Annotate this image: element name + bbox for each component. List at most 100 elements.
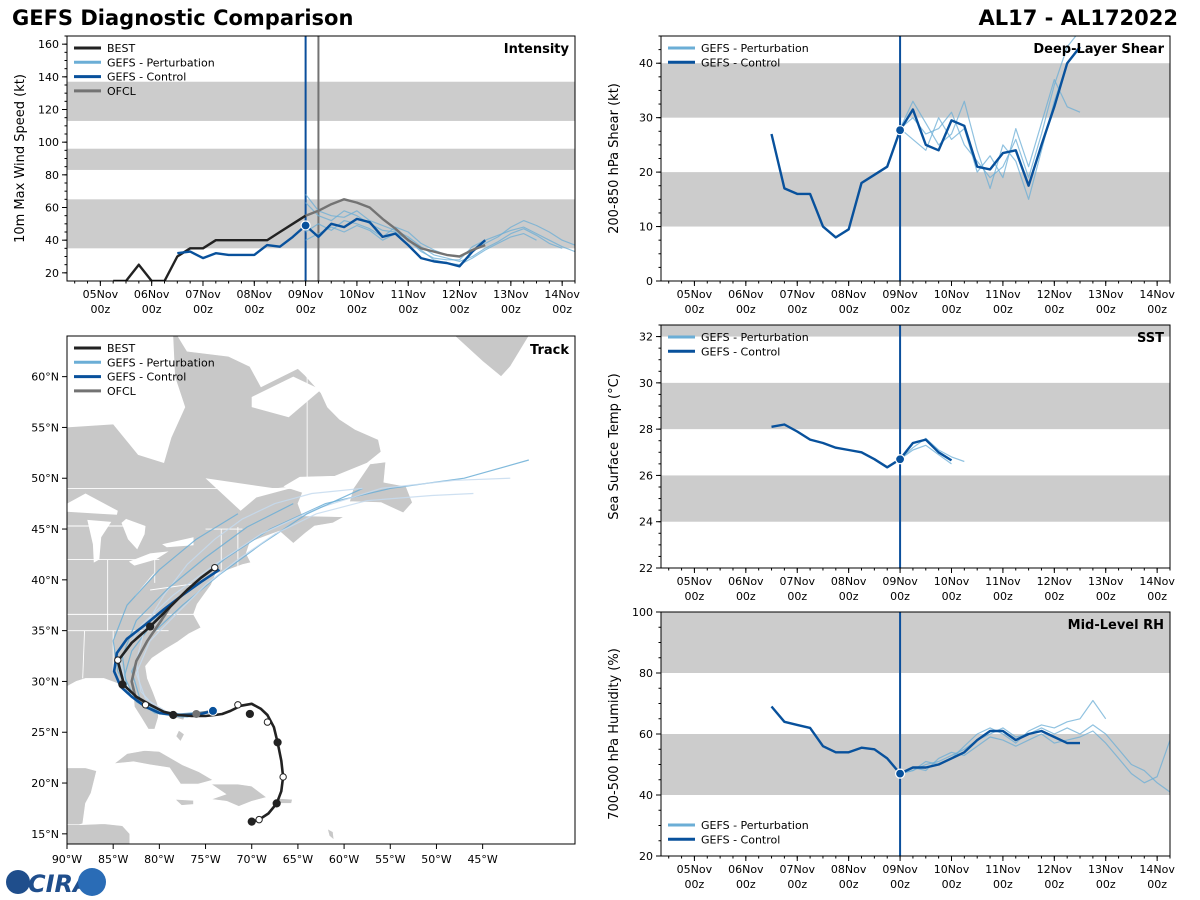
sst-xtick-sublabel: 00z	[736, 590, 756, 603]
shear-xtick-label: 09Nov	[882, 288, 918, 301]
shear-xtick-sublabel: 00z	[787, 303, 807, 316]
shear-band-1	[661, 63, 1170, 118]
intensity-legend-control: GEFS - Control	[107, 71, 186, 84]
rh-legend-control: GEFS - Control	[701, 833, 780, 846]
land-bahamas-2	[175, 729, 185, 742]
rh-xtick-sublabel: 00z	[942, 878, 962, 891]
sst-band-1	[661, 382, 1170, 430]
rh-xtick-label: 07Nov	[780, 863, 816, 876]
intensity-xtick-label: 11Nov	[390, 288, 426, 301]
shear-xtick-sublabel: 00z	[1096, 303, 1116, 316]
rh-xtick-sublabel: 00z	[787, 878, 807, 891]
sst-series-control-2	[771, 423, 953, 469]
track-best-marker	[255, 815, 263, 824]
rh-title: Mid-Level RH	[1068, 618, 1164, 633]
intensity-xtick-label: 05Nov	[83, 288, 119, 301]
track-legend-pert: GEFS - Perturbation	[107, 356, 215, 369]
shear-ytick-label: 40	[639, 57, 653, 70]
intensity-legend-best: BEST	[107, 42, 135, 55]
intensity-ytick-label: 40	[45, 234, 59, 247]
track-xtick-label: 75°W	[190, 853, 220, 866]
intensity-ytick-label: 120	[38, 104, 59, 117]
shear-xtick-label: 05Nov	[677, 288, 713, 301]
rh-band-1	[661, 612, 1170, 673]
land-central-america	[67, 823, 131, 844]
intensity-band-1	[67, 148, 575, 170]
shear-init-marker	[894, 125, 906, 136]
shear-band-0	[661, 172, 1170, 227]
intensity-ytick-label: 20	[45, 267, 59, 280]
cira-globe-icon	[6, 870, 30, 894]
intensity-series-ofcl-6	[305, 198, 486, 258]
track-xtick-label: 65°W	[283, 853, 313, 866]
shear-legend-control: GEFS - Control	[701, 56, 780, 69]
intensity-series-pert-2	[305, 194, 563, 262]
map-border	[82, 630, 85, 679]
shear-legend-pert: GEFS - Perturbation	[701, 42, 809, 55]
storm-id: AL17 - AL172022	[978, 6, 1179, 30]
sst-legend-pert: GEFS - Perturbation	[701, 331, 809, 344]
land-hispaniola	[210, 783, 268, 807]
land-greenland	[454, 336, 530, 378]
rh-ylabel: 700-500 hPa Humidity (%)	[607, 648, 622, 820]
intensity-legend-pert: GEFS - Perturbation	[107, 56, 215, 69]
sst-xtick-sublabel: 00z	[685, 590, 705, 603]
sst-series-group	[771, 423, 965, 469]
intensity-xtick-label: 08Nov	[237, 288, 273, 301]
track-ytick-label: 30°N	[31, 675, 59, 688]
rh-band-0	[661, 734, 1170, 795]
intensity-xtick-label: 12Nov	[442, 288, 478, 301]
intensity-panel: 20 40 60 80 100 120 140 160 05Nov 00z 06Nov 00z 07No…	[13, 35, 580, 316]
intensity-xtick-label: 07Nov	[185, 288, 221, 301]
intensity-ytick-label: 60	[45, 202, 59, 215]
shear-xtick-sublabel: 00z	[1147, 303, 1167, 316]
rh-ytick-label: 20	[639, 850, 653, 863]
sst-xtick-label: 06Nov	[728, 575, 764, 588]
shear-xtick-sublabel: 00z	[942, 303, 962, 316]
shear-panel: 0 10 20 30 40 05Nov 00z 06Nov 00z 07Nov 00z 08Nov 00…	[607, 35, 1175, 316]
shear-xtick-sublabel: 00z	[736, 303, 756, 316]
sst-xtick-label: 14Nov	[1139, 575, 1175, 588]
rh-xtick-sublabel: 00z	[993, 878, 1013, 891]
rh-xtick-sublabel: 00z	[1147, 878, 1167, 891]
rh-series-group	[770, 699, 1170, 793]
track-panel: 90°W 85°W 80°W 75°W 70°W 65°W 60°W 55°W 50°W 45°W…	[31, 335, 576, 866]
lake-ontario	[162, 537, 194, 548]
sst-xtick-label: 12Nov	[1037, 575, 1073, 588]
track-legend-best: BEST	[107, 342, 135, 355]
intensity-xtick-sublabel: 00z	[193, 303, 213, 316]
shear-xtick-label: 06Nov	[728, 288, 764, 301]
track-xtick-label: 55°W	[375, 853, 405, 866]
shear-xtick-sublabel: 00z	[890, 303, 910, 316]
lake-erie	[128, 551, 169, 566]
track-perturbation-5	[135, 492, 474, 717]
sst-ytick-label: 28	[639, 423, 653, 436]
shear-xtick-label: 08Nov	[831, 288, 867, 301]
rh-xtick-sublabel: 00z	[736, 878, 756, 891]
track-legend-ofcl: OFCL	[107, 385, 137, 398]
intensity-xtick-sublabel: 00z	[450, 303, 470, 316]
shear-xtick-label: 13Nov	[1088, 288, 1124, 301]
st-lawrence	[205, 478, 302, 511]
sst-ylabel: Sea Surface Temp (°C)	[607, 373, 622, 520]
sst-ytick-label: 30	[639, 377, 653, 390]
track-best-marker	[263, 718, 272, 726]
track-ytick-label: 50°N	[31, 472, 59, 485]
intensity-xtick-sublabel: 00z	[90, 303, 110, 316]
sst-panel: 22 24 26 28 30 32 05Nov 00z 06Nov 00z 07Nov 00z 08No…	[607, 324, 1175, 603]
rh-ytick-label: 40	[639, 789, 653, 802]
shear-xtick-sublabel: 00z	[1044, 303, 1064, 316]
lake-michigan	[87, 519, 112, 563]
rh-ytick-label: 80	[639, 667, 653, 680]
intensity-xtick-sublabel: 00z	[501, 303, 521, 316]
intensity-init-marker	[300, 220, 311, 231]
shear-xtick-label: 07Nov	[780, 288, 816, 301]
rh-xtick-label: 06Nov	[728, 863, 764, 876]
track-best-marker	[118, 680, 127, 689]
shear-series-pert-1	[899, 63, 1068, 200]
sst-xtick-label: 07Nov	[780, 575, 816, 588]
sst-init-marker	[894, 454, 906, 465]
rh-xtick-sublabel: 00z	[839, 878, 859, 891]
map-border	[150, 582, 201, 591]
intensity-legend-ofcl: OFCL	[107, 85, 137, 98]
